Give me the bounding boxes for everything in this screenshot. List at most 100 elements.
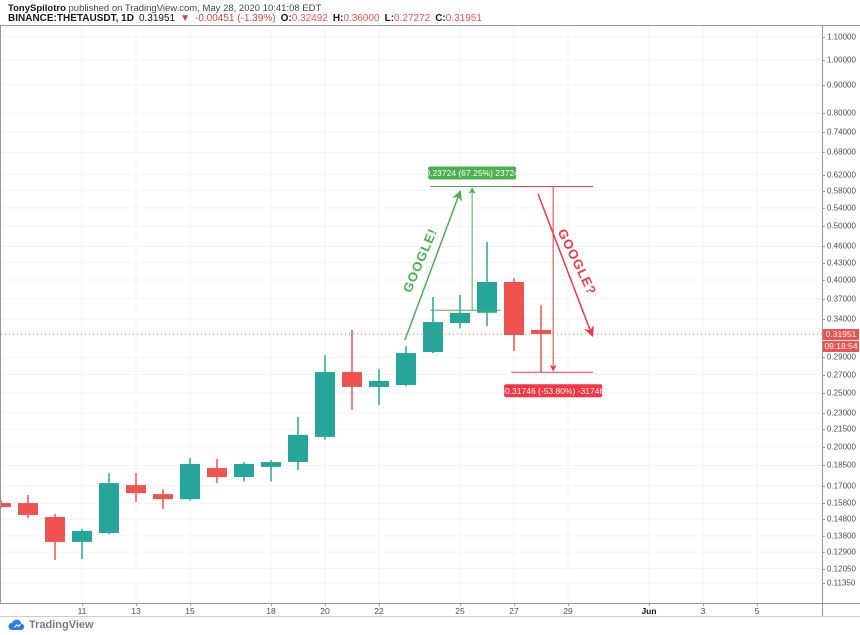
price-axis-label: 0.18500 (827, 460, 856, 470)
candle-body (504, 281, 524, 336)
candle-day-10[interactable] (45, 513, 65, 560)
candle-body (342, 372, 362, 387)
time-axis-label-18: 18 (266, 606, 276, 616)
price-axis-label: 0.80000 (827, 108, 856, 118)
trend-arrow-google-down[interactable]: GOOGLE? (537, 193, 600, 337)
price-axis-tick (822, 207, 825, 209)
tradingview-watermark[interactable]: TradingView (8, 619, 94, 631)
price-axis-tick (822, 319, 825, 321)
price-range-up[interactable]: 0.23724 (67.25%) 23724 (425, 166, 519, 311)
candle-day-26[interactable] (477, 241, 497, 327)
price-axis-tick (822, 279, 825, 281)
price-axis-label: 0.54000 (827, 203, 856, 213)
candle-body (396, 353, 416, 385)
candle-body (153, 494, 173, 500)
candle-body (288, 434, 308, 462)
last-price: 0.31951 (138, 13, 176, 24)
author-name: TonySpilotro (8, 3, 66, 14)
chart-border-left (0, 25, 1, 603)
time-axis-tick (190, 603, 191, 606)
byline: TonySpilotro published on TradingView.co… (8, 3, 321, 14)
price-axis-tick (822, 357, 825, 359)
candle-day-16[interactable] (207, 458, 227, 484)
price-axis-tick (822, 374, 825, 376)
candle-day-9[interactable] (18, 495, 38, 518)
candle-day-25[interactable] (450, 294, 470, 329)
brand-name: TradingView (29, 619, 94, 631)
candle-day-14[interactable] (153, 489, 173, 510)
candle-day-22[interactable] (369, 368, 389, 405)
time-axis-label-11: 11 (77, 606, 87, 616)
time-axis-label-22: 22 (374, 606, 384, 616)
range-label: 0.23724 (67.25%) 23724 (425, 168, 519, 178)
price-change: -0.00451 (-1.39%) (195, 13, 276, 24)
price-axis-label: 0.12900 (827, 547, 856, 557)
price-axis-label: 0.17000 (827, 481, 856, 491)
price-range-down[interactable]: -0.31746 (-53.80%) -31746 (502, 186, 604, 398)
price-axis-label: 0.90000 (827, 80, 856, 90)
price-axis-label: 0.12050 (827, 564, 856, 574)
price-axis-tick (822, 36, 825, 38)
candle-day-18[interactable] (261, 460, 281, 482)
candle-day-11[interactable] (72, 528, 92, 559)
price-axis-label: 0.23000 (827, 408, 856, 418)
candle-body (126, 485, 146, 494)
price-axis-tick (822, 226, 825, 228)
drawings[interactable]: 0.23724 (67.25%) 23724 -0.31746 (-53.80%)… (400, 166, 605, 398)
price-axis-label: 0.11350 (827, 578, 856, 588)
price-axis-label: 0.15800 (827, 498, 856, 508)
arrow-line (404, 190, 462, 341)
price-axis-tick (822, 582, 825, 584)
candle-day-15[interactable] (180, 458, 200, 501)
arrow-line (537, 193, 594, 337)
price-axis-tick (822, 393, 825, 395)
ohlc-close: C:0.31951 (435, 13, 482, 24)
candle-body (18, 503, 38, 515)
range-label: -0.31746 (-53.80%) -31746 (502, 386, 604, 396)
time-axis-label-27: 27 (509, 606, 519, 616)
candle-day-23[interactable] (396, 346, 416, 387)
candle-body (477, 281, 497, 313)
chart-border-bottom (0, 603, 860, 604)
candle-day-28[interactable] (531, 305, 551, 373)
candle-day-21[interactable] (342, 330, 362, 410)
plot-area[interactable]: 0.23724 (67.25%) 23724 -0.31746 (-53.80%)… (0, 26, 822, 603)
time-axis-tick (82, 603, 83, 606)
price-axis-label: 0.37000 (827, 294, 856, 304)
price-axis-label: 0.58000 (827, 186, 856, 196)
price-axis-tick (822, 246, 825, 248)
gridlines (1, 26, 822, 603)
candle-day-19[interactable] (288, 416, 308, 470)
price-axis-tick (822, 113, 825, 115)
annotation-text-google-down: GOOGLE? (555, 226, 600, 297)
candle-day-13[interactable] (126, 472, 146, 503)
time-axis-label-15: 15 (185, 606, 195, 616)
symbol-name[interactable]: BINANCE:THETAUSDT, 1D (8, 13, 134, 24)
price-axis-label: 0.34000 (827, 314, 856, 324)
candles-series[interactable] (0, 241, 551, 560)
candle-body (423, 322, 443, 353)
price-axis-tick (822, 503, 825, 505)
candle-day-8[interactable] (0, 500, 11, 508)
candle-day-20[interactable] (315, 355, 335, 440)
candle-body (315, 372, 335, 437)
candle-day-17[interactable] (234, 462, 254, 482)
current-price-badge: 0.31951 (823, 328, 859, 340)
candle-body (1, 503, 11, 508)
price-axis-label: 0.27000 (827, 370, 856, 380)
price-axis-tick (822, 59, 825, 61)
candle-day-24[interactable] (423, 296, 443, 354)
time-axis-tick (649, 603, 650, 606)
candle-day-27[interactable] (504, 278, 524, 352)
price-axis-tick (822, 552, 825, 554)
price-axis-tick (822, 446, 825, 448)
range-label-badge (504, 384, 603, 398)
time-axis-tick (568, 603, 569, 606)
price-axis-tick (822, 262, 825, 264)
candle-day-12[interactable] (99, 472, 119, 535)
time-axis-label-25: 25 (455, 606, 465, 616)
ohlc-high: H:0.36000 (332, 13, 380, 24)
time-axis-tick (514, 603, 515, 606)
